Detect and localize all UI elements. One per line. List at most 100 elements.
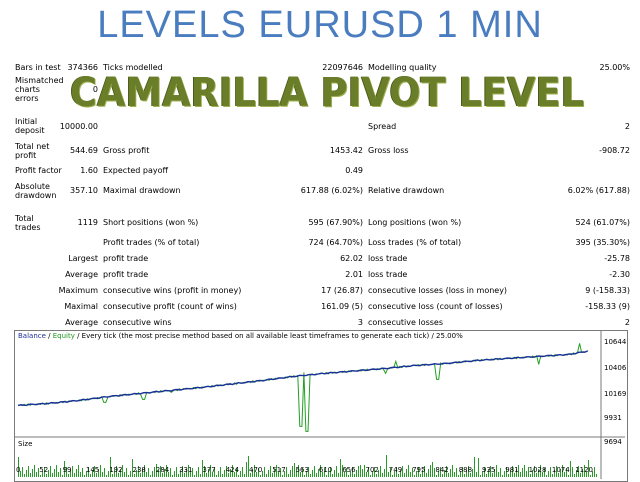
maximal-drawdown-label: Maximal drawdown — [103, 186, 181, 195]
size-bar — [70, 470, 71, 477]
size-bar — [504, 471, 505, 477]
size-bar — [294, 463, 295, 477]
absolute-drawdown-label-2: drawdown — [15, 191, 57, 200]
size-bar — [488, 470, 489, 477]
size-bar — [64, 461, 65, 477]
size-bar — [254, 465, 255, 477]
size-bar — [370, 475, 371, 477]
maximal-drawdown-value: 617.88 (6.02%) — [300, 186, 363, 195]
size-bar — [346, 468, 347, 477]
balance-line — [17, 350, 588, 407]
x-tick-label: 517 — [272, 466, 286, 474]
size-bar — [366, 472, 367, 477]
size-bar — [218, 471, 219, 477]
size-bar — [278, 472, 279, 477]
size-bar — [426, 473, 427, 477]
size-bar — [56, 465, 57, 477]
size-bar — [586, 472, 587, 477]
size-bar — [82, 468, 83, 477]
y-tick-label: 10406 — [604, 364, 627, 372]
size-bar — [240, 471, 241, 477]
size-bar — [146, 472, 147, 477]
x-tick-label: 1074 — [551, 466, 570, 474]
size-bar — [46, 474, 47, 477]
x-tick-label: 238 — [132, 466, 146, 474]
x-tick-label: 470 — [249, 466, 263, 474]
size-bar — [544, 468, 545, 477]
modelling-quality-label: Modelling quality — [368, 63, 437, 72]
size-bar — [290, 470, 291, 477]
size-bar — [482, 471, 483, 477]
balance-chart — [14, 330, 628, 482]
size-bar — [168, 472, 169, 477]
size-bar — [134, 474, 135, 477]
size-bar — [28, 466, 29, 477]
size-bar — [138, 466, 139, 477]
size-bar — [378, 470, 379, 477]
initial-deposit-value: 10000.00 — [59, 122, 98, 131]
size-bar — [154, 467, 155, 477]
total-net-profit-value: 544.69 — [70, 146, 98, 155]
loss-trades-value: 395 (35.30%) — [575, 238, 630, 247]
size-bar — [352, 467, 353, 477]
legend-balance: Balance — [18, 332, 46, 340]
size-bar — [156, 464, 157, 477]
size-bar — [386, 455, 387, 477]
expected-payoff-label: Expected payoff — [103, 166, 168, 175]
ticks-modelled-label: Ticks modelled — [103, 63, 163, 72]
size-bar — [552, 474, 553, 477]
largest-profit-value: 62.02 — [340, 254, 363, 263]
overlay-title: CAMARILLA PIVOT LEVEL — [70, 70, 585, 116]
size-bar — [182, 466, 183, 477]
size-bar — [172, 475, 173, 477]
size-bar — [380, 466, 381, 477]
size-bar — [414, 475, 415, 477]
size-bar — [258, 468, 259, 477]
size-bar — [484, 467, 485, 477]
size-bar — [498, 472, 499, 477]
size-bar — [72, 466, 73, 477]
size-bar — [38, 468, 39, 477]
size-bar — [66, 467, 67, 477]
size-bar — [472, 469, 473, 477]
size-bar — [490, 466, 491, 477]
size-bar — [432, 462, 433, 477]
size-bar — [284, 471, 285, 477]
x-tick-label: 1028 — [528, 466, 547, 474]
size-bar — [502, 475, 503, 477]
size-bar — [468, 466, 469, 477]
size-bar — [164, 469, 165, 477]
size-bar — [42, 471, 43, 477]
x-tick-label: 656 — [342, 466, 356, 474]
size-bar — [248, 456, 249, 477]
largest-label: Largest — [68, 254, 98, 263]
x-tick-label: 192 — [109, 466, 123, 474]
size-bar — [360, 465, 361, 477]
size-bar — [124, 472, 125, 477]
size-bar — [480, 475, 481, 477]
size-bar — [234, 472, 235, 477]
size-bar — [286, 467, 287, 477]
x-tick-label: 888 — [458, 466, 473, 474]
average-loss-value: -2.30 — [609, 270, 630, 279]
size-bar — [238, 475, 239, 477]
size-bar — [572, 467, 573, 477]
size-bar — [36, 472, 37, 477]
x-tick-label: 145 — [85, 466, 100, 474]
size-bar — [510, 470, 511, 477]
size-bar — [394, 471, 395, 477]
size-bar — [100, 465, 101, 477]
size-bar — [114, 470, 115, 477]
size-bar — [318, 469, 319, 477]
size-bar — [148, 468, 149, 477]
gross-loss-label: Gross loss — [368, 146, 409, 155]
size-bar — [322, 472, 323, 477]
size-bar — [280, 468, 281, 477]
size-bar — [410, 472, 411, 477]
size-bar — [308, 467, 309, 477]
size-bar — [470, 473, 471, 477]
size-bar — [494, 469, 495, 477]
size-bar — [184, 473, 185, 477]
size-bar — [94, 466, 95, 477]
average-loss-label: loss trade — [368, 270, 408, 279]
